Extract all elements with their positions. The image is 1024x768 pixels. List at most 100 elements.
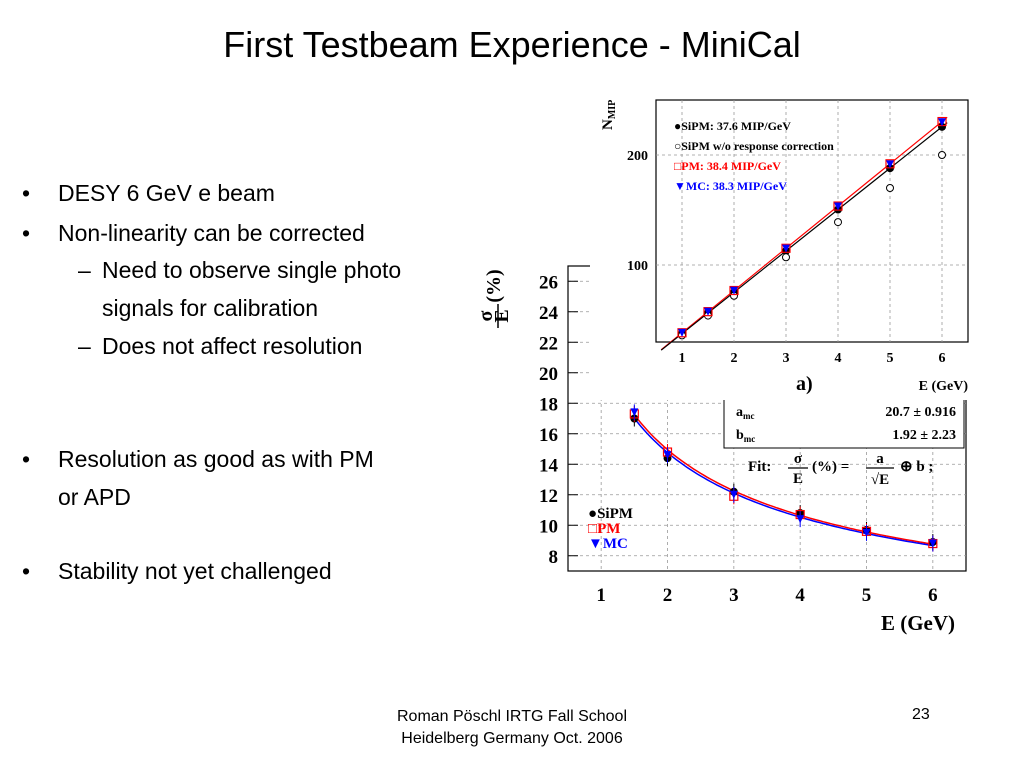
x-tick-label: 4 — [795, 585, 805, 606]
x-tick-label: 2 — [663, 585, 673, 606]
y-tick-label: 16 — [539, 425, 558, 446]
footer-line-1: Roman Pöschl IRTG Fall School — [396, 708, 627, 725]
footer: Roman Pöschl IRTG Fall School Heidelberg… — [312, 706, 712, 750]
x-axis-label: E (GeV) — [881, 611, 955, 635]
inset-data-point-3 — [730, 286, 738, 295]
fit-E: E — [793, 471, 803, 487]
inset-data-point-3 — [938, 118, 946, 127]
inset-data-point-1 — [938, 151, 946, 159]
legend: ●SiPM □PM ▼MC — [588, 506, 633, 552]
data-point-mc — [729, 490, 738, 499]
inset-panel-label: a) — [796, 373, 813, 395]
bullet-text: signals for calibration — [102, 295, 319, 321]
fit-curve — [633, 414, 933, 545]
fit-a: a — [876, 451, 884, 467]
inset-y-tick-labels: 100 200 — [627, 149, 648, 274]
inset-y-tick-label: 100 — [627, 259, 648, 274]
data-point-mc — [862, 528, 871, 537]
x-tick-labels: 1 2 3 4 5 6 — [596, 585, 937, 606]
fit-label: Fit: — [748, 459, 771, 475]
y-tick-label: 10 — [539, 516, 558, 537]
inset-x-tick-label: 6 — [939, 351, 946, 366]
fit-param-b: bmc — [736, 428, 755, 444]
data-point-mc — [663, 451, 672, 460]
inset-legend-sipm-uncorrected: ○SiPM w/o response correction — [674, 139, 834, 153]
y-axis-label: σ E (%) — [478, 269, 513, 328]
y-tick-label: 20 — [539, 364, 558, 385]
bullet-marker: • — [22, 446, 31, 472]
y-tick-label: 8 — [549, 547, 559, 568]
fit-table-box — [723, 395, 965, 449]
y-label-E: E — [491, 309, 513, 322]
footer-line-2: Heidelberg Germany Oct. 2006 — [401, 730, 623, 747]
bullet-text: Does not affect resolution — [102, 333, 363, 359]
bullet-marker: • — [22, 180, 31, 206]
bullet-marker: – — [78, 333, 91, 359]
y-label-sigma: σ — [478, 310, 497, 321]
data-points — [629, 404, 938, 552]
bullet-text: or APD — [58, 484, 131, 510]
fit-value-b: 1.92 ± 2.23 — [892, 428, 956, 443]
inset-legend-sipm: ●SiPM: 37.6 MIP/GeV — [674, 119, 791, 133]
x-tick-label: 6 — [928, 585, 938, 606]
bullet-text: Need to observe single photo — [102, 257, 402, 283]
fit-table: amc 20.7 ± 0.916 bmc 1.92 ± 2.23 — [723, 395, 965, 449]
data-point-mc — [630, 408, 639, 417]
inset-data-point-3 — [678, 328, 686, 337]
y-tick-label: 18 — [539, 394, 558, 415]
y-tick-label: 26 — [539, 272, 558, 293]
inset-plot-frame — [655, 99, 969, 343]
y-tick-label: 14 — [539, 455, 559, 476]
bullet-marker: – — [78, 257, 91, 283]
inset-data-point-1 — [834, 218, 842, 227]
inset-legend-mc: ▼MC: 38.3 MIP/GeV — [674, 179, 787, 193]
y-tick-label: 12 — [539, 486, 558, 507]
fit-sigma: σ — [794, 451, 803, 467]
inset-data-point-3 — [782, 244, 790, 253]
legend-sipm: ●SiPM — [588, 506, 633, 522]
inset-data-point-0 — [938, 122, 946, 131]
inset-x-tick-label: 1 — [679, 351, 686, 366]
data-point-mc — [796, 515, 805, 524]
bullet-text: Non-linearity can be corrected — [58, 220, 365, 246]
inset-data-point-1 — [782, 253, 790, 262]
legend-mc: ▼MC — [588, 536, 628, 552]
bullet-marker: • — [22, 220, 31, 246]
inset-legend-pm: □PM: 38.4 MIP/GeV — [674, 159, 781, 173]
inset-data-point-3 — [704, 307, 712, 316]
x-tick-label: 3 — [729, 585, 739, 606]
y-tick-labels: 8 10 12 14 16 18 20 22 24 26 — [539, 272, 559, 568]
x-tick-label: 1 — [596, 585, 606, 606]
inset-x-tick-labels: 1 2 3 4 5 6 — [679, 351, 946, 366]
fit-param-a: amc — [736, 405, 755, 421]
page-number: 23 — [912, 706, 930, 723]
data-point-mc — [928, 539, 937, 548]
inset-x-tick-label: 4 — [835, 351, 842, 366]
fit-formula: Fit: σ E (%) = a √E ⊕ b ; — [748, 451, 933, 488]
slide-title: First Testbeam Experience - MiniCal — [223, 24, 801, 65]
inset-data-point-3 — [834, 202, 842, 211]
inset-legend: ●SiPM: 37.6 MIP/GeV ○SiPM w/o response c… — [674, 119, 834, 193]
inset-data-point-1 — [886, 184, 894, 192]
bullet-text: DESY 6 GeV e beam — [58, 180, 275, 206]
inset-x-tick-label: 3 — [783, 351, 790, 366]
x-tick-label: 5 — [862, 585, 872, 606]
legend-pm: □PM — [588, 521, 620, 537]
fit-curves — [633, 414, 933, 547]
fit-value-a: 20.7 ± 0.916 — [885, 405, 956, 420]
fit-tail: ⊕ b ; — [900, 459, 933, 475]
fit-rhs: (%) = — [812, 459, 849, 475]
y-tick-label: 22 — [539, 333, 558, 354]
bullet-marker: • — [22, 558, 31, 584]
inset-x-tick-label: 5 — [887, 351, 894, 366]
inset-data-points — [677, 116, 947, 340]
bullet-text: Resolution as good as with PM — [58, 446, 374, 472]
linearity-chart: 1 2 3 4 5 6 100 200 NMIP E (GeV) a) ●SiPM: 37.… — [590, 90, 980, 400]
bullet-text: Stability not yet challenged — [58, 558, 332, 584]
y-label-unit: (%) — [483, 269, 505, 302]
inset-x-axis-label: E (GeV) — [919, 379, 969, 394]
y-tick-label: 24 — [539, 303, 559, 324]
fit-curve — [633, 417, 933, 547]
fit-sqrtE: √E — [871, 472, 889, 488]
inset-data-point-3 — [886, 160, 894, 169]
